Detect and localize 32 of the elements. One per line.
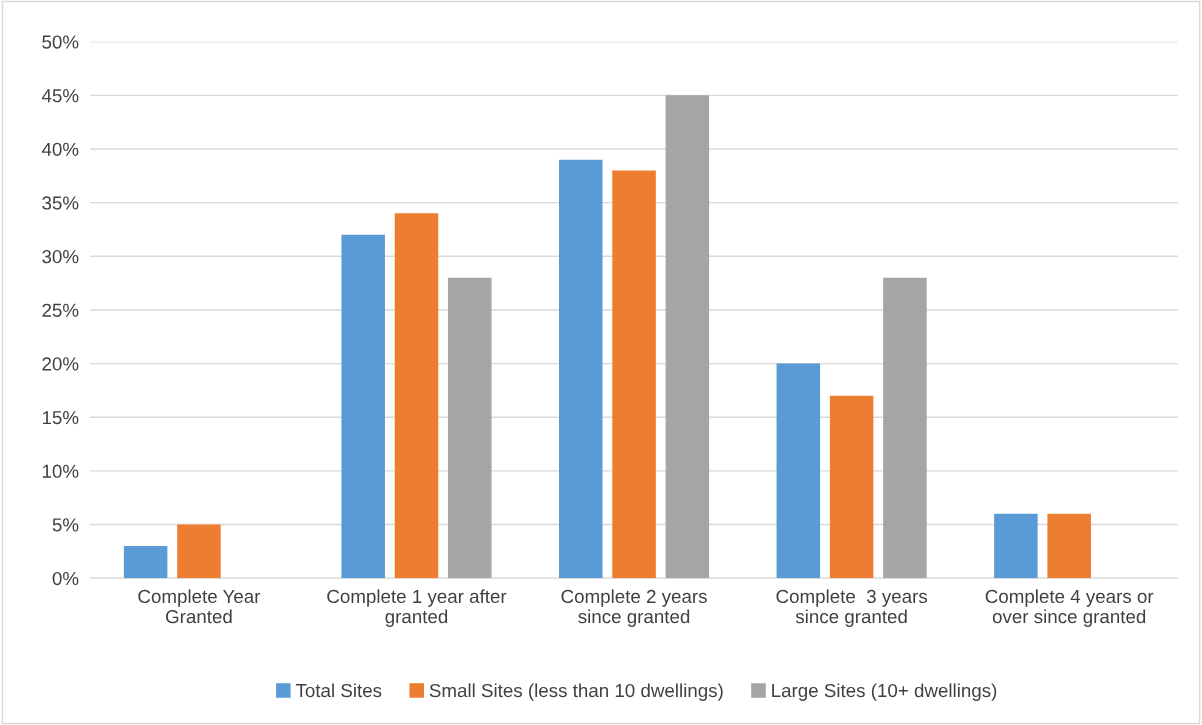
- bar: [559, 159, 603, 579]
- y-tick-label: 50%: [42, 35, 79, 49]
- bar: [612, 170, 656, 579]
- y-tick-label: 35%: [42, 196, 79, 210]
- y-tick-label: 0%: [52, 571, 79, 586]
- y-tick-label: 15%: [42, 411, 79, 425]
- y-tick-label: 40%: [41, 142, 79, 156]
- bar: [883, 277, 927, 579]
- x-tick-label: Complete Year Granted: [138, 589, 261, 624]
- x-tick-label: Complete 3 years since granted: [776, 589, 928, 627]
- bar: [994, 513, 1038, 579]
- bar: [394, 213, 439, 579]
- legend-label: Large Sites (10+ dwellings): [772, 683, 997, 701]
- legend-label: Small Sites (less than 10 dwellings): [429, 683, 723, 701]
- bar: [177, 524, 221, 579]
- bar: [776, 363, 821, 579]
- y-tick-label: 5%: [52, 518, 79, 532]
- bar: [448, 277, 492, 579]
- bar: [1047, 513, 1091, 579]
- bar: [665, 95, 710, 579]
- y-tick-label: 20%: [42, 357, 79, 371]
- y-tick-label: 25%: [42, 303, 79, 317]
- x-tick-label: Complete 2 years since granted: [561, 589, 707, 627]
- bar: [123, 546, 168, 579]
- x-tick-label: Complete 4 years or over since granted: [985, 589, 1154, 627]
- bar: [341, 234, 385, 579]
- legend-label: Total Sites: [295, 683, 382, 698]
- y-tick-label: 30%: [42, 249, 79, 264]
- y-tick-label: 45%: [41, 89, 79, 103]
- bar: [829, 395, 874, 579]
- y-tick-label: 10%: [42, 464, 79, 478]
- x-tick-label: Complete 1 year after granted: [327, 589, 507, 627]
